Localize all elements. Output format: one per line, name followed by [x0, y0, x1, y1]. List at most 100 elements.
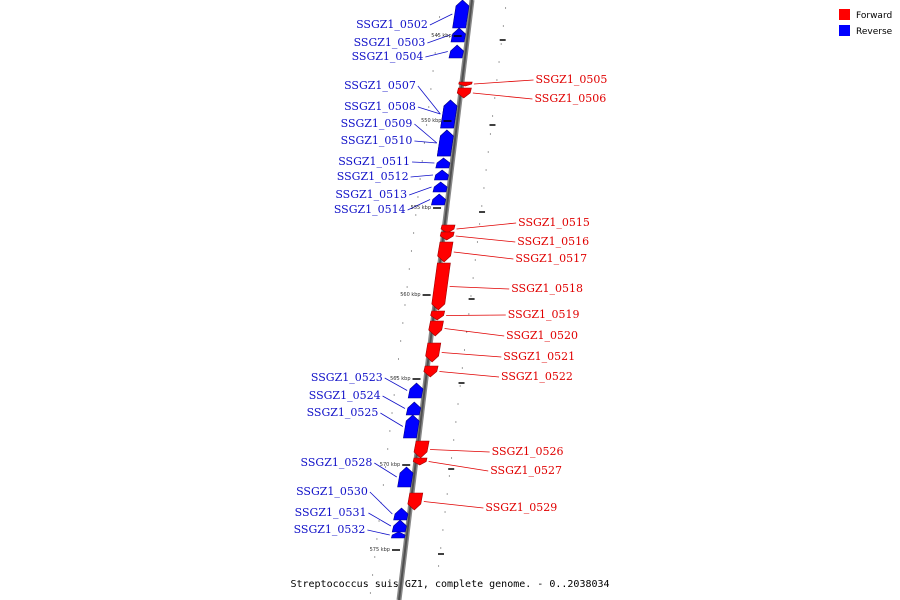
gene-label-ssgz1-0520[interactable]: SSGZ1_0520 — [506, 329, 578, 342]
gene-label-ssgz1-0521[interactable]: SSGZ1_0521 — [503, 350, 575, 363]
gene-label-ssgz1-0531[interactable]: SSGZ1_0531 — [295, 506, 367, 519]
gene-label-connector — [417, 106, 441, 115]
gene-arrow-ssgz1-0530[interactable] — [393, 507, 409, 521]
gene-arrow-ssgz1-0523[interactable] — [407, 382, 424, 399]
gene-arrow-ssgz1-0521[interactable] — [425, 342, 442, 363]
gene-arrow-ssgz1-0512[interactable] — [434, 169, 449, 181]
gene-label-connector — [446, 314, 506, 316]
tick-layer — [369, 7, 507, 594]
gene-label-connector — [423, 501, 484, 509]
gene-arrow-ssgz1-0527[interactable] — [412, 457, 428, 466]
gene-layer — [391, 0, 473, 539]
gene-label-connector — [367, 529, 390, 536]
gene-arrow-ssgz1-0529[interactable] — [407, 492, 424, 511]
gene-label-connector — [410, 174, 434, 178]
gene-label-ssgz1-0509[interactable]: SSGZ1_0509 — [341, 117, 413, 130]
gene-label-ssgz1-0518[interactable]: SSGZ1_0518 — [511, 282, 583, 295]
gene-label-ssgz1-0527[interactable]: SSGZ1_0527 — [490, 464, 562, 477]
gene-label-connector — [472, 92, 533, 100]
gene-arrow-ssgz1-0525[interactable] — [403, 414, 420, 439]
gene-label-ssgz1-0504[interactable]: SSGZ1_0504 — [352, 50, 424, 63]
gene-label-connector — [456, 222, 517, 230]
gene-label-connector — [407, 199, 431, 211]
gene-arrow-ssgz1-0503[interactable] — [450, 27, 466, 43]
gene-arrow-ssgz1-0531[interactable] — [391, 519, 407, 533]
gene-arrow-ssgz1-0510[interactable] — [436, 129, 454, 157]
gene-arrow-ssgz1-0528[interactable] — [397, 466, 414, 488]
scale-label: 560 kbp — [400, 292, 420, 298]
gene-arrow-ssgz1-0511[interactable] — [435, 157, 451, 169]
gene-arrow-ssgz1-0514[interactable] — [431, 193, 447, 206]
gene-label-ssgz1-0522[interactable]: SSGZ1_0522 — [501, 370, 573, 383]
gene-arrow-ssgz1-0532[interactable] — [391, 531, 406, 539]
gene-label-ssgz1-0503[interactable]: SSGZ1_0503 — [354, 36, 426, 49]
scale-label: 555 kbp — [411, 205, 431, 211]
gene-label-ssgz1-0528[interactable]: SSGZ1_0528 — [301, 456, 373, 469]
gene-arrow-ssgz1-0502[interactable] — [452, 0, 470, 29]
legend-forward-swatch — [839, 9, 850, 20]
scale-label-layer: 545 kbp 550 kbp 555 kbp 560 kbp 565 kbp 570 k… — [370, 33, 506, 555]
gene-arrow-ssgz1-0505[interactable] — [458, 81, 473, 87]
gene-label-ssgz1-0510[interactable]: SSGZ1_0510 — [341, 134, 413, 147]
gene-arrow-ssgz1-0526[interactable] — [413, 440, 430, 459]
gene-arrow-ssgz1-0515[interactable] — [440, 224, 456, 234]
gene-arrow-ssgz1-0506[interactable] — [456, 87, 472, 99]
gene-label-connector — [473, 79, 534, 85]
gene-label-ssgz1-0515[interactable]: SSGZ1_0515 — [518, 216, 590, 229]
gene-label-connector — [430, 449, 490, 453]
gene-label-connector — [441, 352, 502, 358]
gene-label-ssgz1-0513[interactable]: SSGZ1_0513 — [335, 188, 407, 201]
gene-arrow-ssgz1-0520[interactable] — [428, 320, 444, 337]
gene-label-ssgz1-0529[interactable]: SSGZ1_0529 — [485, 501, 557, 514]
gene-arrow-ssgz1-0517[interactable] — [437, 241, 454, 263]
gene-label-ssgz1-0516[interactable]: SSGZ1_0516 — [517, 235, 589, 248]
gene-label-ssgz1-0506[interactable]: SSGZ1_0506 — [534, 92, 606, 105]
gene-label-connector — [380, 412, 404, 427]
gene-arrow-ssgz1-0513[interactable] — [432, 181, 448, 193]
gene-label-ssgz1-0507[interactable]: SSGZ1_0507 — [344, 79, 416, 92]
gene-label-ssgz1-0512[interactable]: SSGZ1_0512 — [337, 170, 409, 183]
gene-arrow-ssgz1-0518[interactable] — [431, 262, 451, 311]
gene-label-connector — [384, 377, 408, 391]
gene-label-connector — [417, 85, 441, 115]
gene-label-ssgz1-0508[interactable]: SSGZ1_0508 — [344, 100, 416, 113]
gene-label-connector — [382, 395, 406, 409]
gene-label-ssgz1-0502[interactable]: SSGZ1_0502 — [356, 18, 428, 31]
gene-label-ssgz1-0511[interactable]: SSGZ1_0511 — [338, 155, 410, 168]
gene-label-ssgz1-0514[interactable]: SSGZ1_0514 — [334, 203, 406, 216]
legend-reverse-swatch — [839, 25, 850, 36]
gene-label-ssgz1-0532[interactable]: SSGZ1_0532 — [294, 523, 366, 536]
gene-label-ssgz1-0523[interactable]: SSGZ1_0523 — [311, 371, 383, 384]
gene-arrow-ssgz1-0522[interactable] — [423, 365, 439, 378]
gene-label-ssgz1-0530[interactable]: SSGZ1_0530 — [296, 485, 368, 498]
gene-arrow-ssgz1-0504[interactable] — [448, 44, 464, 59]
scale-label: 550 kbp — [421, 118, 441, 124]
scale-label: 570 kbp — [380, 462, 400, 468]
gene-label-connector — [369, 491, 393, 515]
scale-label: 565 kbp — [390, 376, 410, 382]
gene-arrow-ssgz1-0524[interactable] — [405, 401, 422, 416]
gene-label-connector — [427, 34, 450, 44]
gene-label-connector — [414, 123, 438, 144]
gene-label-ssgz1-0525[interactable]: SSGZ1_0525 — [307, 406, 379, 419]
gene-label-ssgz1-0524[interactable]: SSGZ1_0524 — [309, 389, 381, 402]
legend-reverse-label: Reverse — [856, 27, 893, 37]
gene-label-connector — [449, 286, 510, 290]
gene-label-ssgz1-0505[interactable]: SSGZ1_0505 — [536, 73, 608, 86]
legend-forward-label: Forward — [856, 11, 892, 21]
gene-arrow-ssgz1-0519[interactable] — [430, 310, 446, 321]
gene-label-connector — [368, 512, 392, 527]
map-caption: Streptococcus suis GZ1, complete genome.… — [290, 579, 609, 590]
gene-arrow-ssgz1-0508[interactable] — [440, 99, 458, 129]
gene-label-ssgz1-0517[interactable]: SSGZ1_0517 — [515, 252, 587, 265]
gene-label-connector — [409, 186, 432, 196]
gene-label-connector — [412, 161, 435, 164]
gene-label-connector — [425, 51, 448, 58]
scale-label: 545 kbp — [431, 33, 451, 39]
gene-arrow-ssgz1-0516[interactable] — [439, 231, 455, 241]
gene-label-connector — [428, 461, 489, 472]
gene-label-ssgz1-0519[interactable]: SSGZ1_0519 — [508, 308, 580, 321]
gene-label-ssgz1-0526[interactable]: SSGZ1_0526 — [492, 445, 564, 458]
